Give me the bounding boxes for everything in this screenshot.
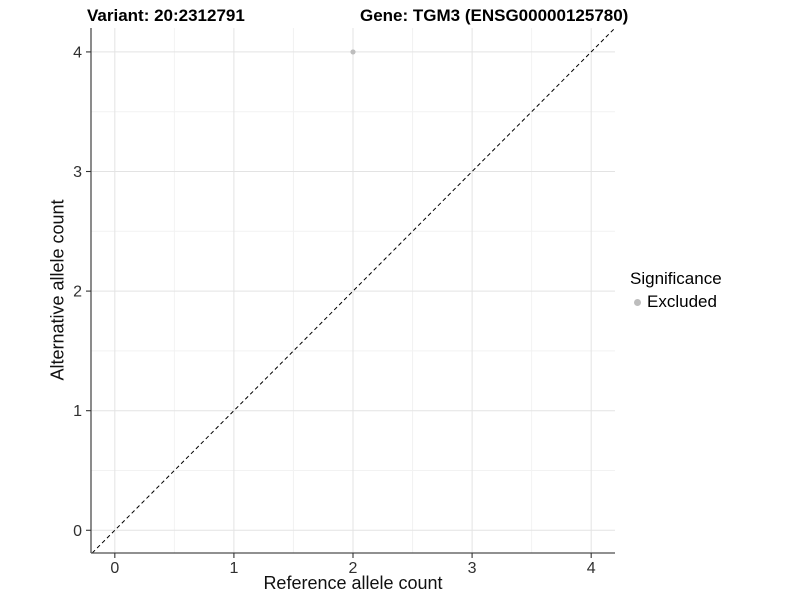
data-point-excluded — [350, 49, 356, 55]
y-axis-title: Alternative allele count — [47, 199, 68, 381]
excluded-point-icon — [634, 298, 641, 306]
y-tick-label: 4 — [73, 44, 82, 61]
x-tick-label: 2 — [349, 560, 358, 577]
legend-title: Significance — [630, 269, 722, 288]
y-tick-label: 0 — [73, 523, 82, 540]
identity-line — [91, 27, 616, 554]
y-tick-label: 1 — [73, 403, 82, 420]
variant-title: Variant: 20:2312791 — [87, 6, 245, 25]
x-axis-title: Reference allele count — [263, 573, 443, 593]
x-tick-label: 3 — [468, 560, 477, 577]
legend-entry-excluded: Excluded — [634, 292, 722, 312]
y-tick-label: 2 — [73, 284, 82, 301]
gene-title: Gene: TGM3 (ENSG00000125780) — [360, 6, 629, 25]
legend: Significance Excluded — [630, 269, 722, 312]
y-tick-label: 3 — [73, 164, 82, 181]
x-tick-label: 0 — [110, 560, 119, 577]
x-tick-label: 1 — [229, 560, 238, 577]
x-tick-label: 4 — [587, 560, 596, 577]
legend-entry-label: Excluded — [647, 292, 717, 311]
